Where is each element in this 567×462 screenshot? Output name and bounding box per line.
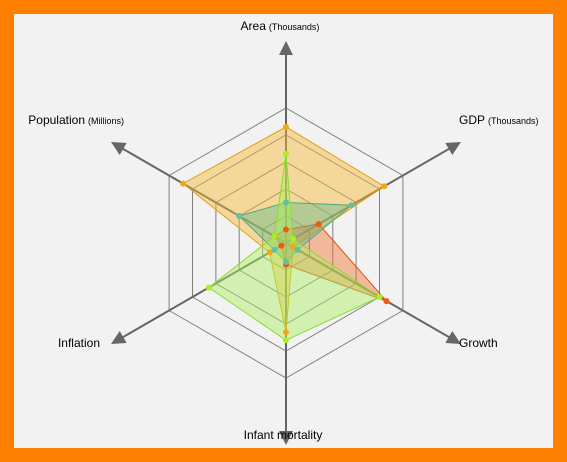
- radar-chart: Area (Thousands)GDP (Thousands)GrowthInfan…: [28, 19, 539, 445]
- axis-label: Area (Thousands): [241, 19, 320, 33]
- data-point: [283, 329, 289, 336]
- data-point: [283, 226, 289, 233]
- data-point: [381, 183, 388, 190]
- axis-label-name: Infant mortality: [244, 428, 323, 442]
- axis-label: Growth: [459, 336, 498, 350]
- data-point: [236, 213, 243, 219]
- data-point: [283, 199, 289, 206]
- axis-label-name: Population: [28, 113, 85, 127]
- axis-arrow: [111, 330, 127, 344]
- axis-label: Inflation: [58, 336, 100, 350]
- data-point: [290, 244, 296, 251]
- axis-arrow: [111, 142, 127, 156]
- chart-frame: Area (Thousands) GDP (Thousands) Growth Infan…: [14, 14, 553, 448]
- axis-label-name: GDP: [459, 113, 485, 127]
- data-point: [348, 202, 355, 209]
- axis-labels: Area (Thousands)GDP (Thousands)GrowthInfan…: [28, 19, 538, 442]
- data-point: [315, 221, 322, 228]
- axis-line: [285, 144, 457, 244]
- radar-axes: [111, 41, 461, 445]
- radar-points: [180, 123, 390, 344]
- data-point: [283, 123, 289, 130]
- axis-line: [115, 144, 287, 244]
- axis-arrow: [279, 41, 293, 55]
- data-point: [205, 284, 212, 291]
- data-point: [383, 298, 390, 305]
- axis-line: [285, 242, 457, 342]
- data-point: [290, 235, 296, 242]
- data-point: [283, 150, 289, 157]
- data-point: [376, 294, 383, 300]
- data-point: [266, 249, 273, 256]
- axis-label-name: Inflation: [58, 336, 100, 350]
- axis-arrow: [445, 330, 461, 344]
- axis-label-unit: (Millions): [88, 116, 124, 126]
- data-point: [180, 180, 187, 187]
- data-point: [271, 233, 278, 240]
- data-point: [271, 246, 278, 253]
- data-point: [278, 242, 285, 249]
- axis-line: [115, 242, 287, 342]
- axis-arrow: [279, 431, 293, 445]
- axis-label-unit: (Thousands): [488, 116, 539, 126]
- data-point: [283, 337, 289, 344]
- axis-label: Infant mortality: [244, 428, 323, 442]
- data-point: [283, 258, 289, 265]
- axis-label-name: Area: [241, 19, 267, 33]
- axis-label: GDP (Thousands): [459, 113, 539, 127]
- axis-label-name: Growth: [459, 336, 498, 350]
- axis-label: Population (Millions): [28, 113, 124, 127]
- axis-arrow: [445, 142, 461, 156]
- axis-label-unit: (Thousands): [269, 22, 320, 32]
- data-point: [294, 246, 301, 253]
